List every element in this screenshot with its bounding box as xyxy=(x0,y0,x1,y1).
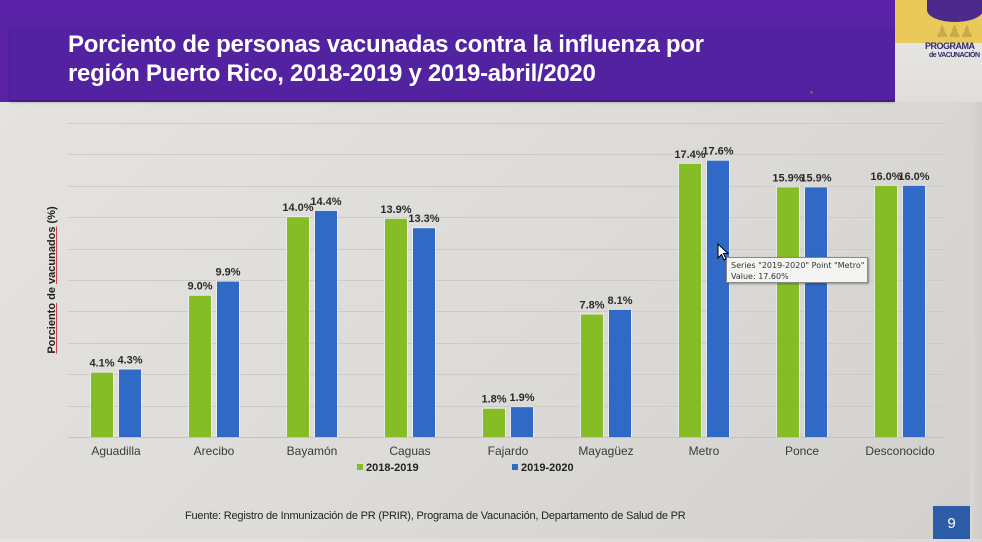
slide-title-line-2: región Puerto Rico, 2018-2019 y 2019-abr… xyxy=(68,60,596,87)
data-label: 7.8% xyxy=(579,300,604,312)
bar-2018-2019-Caguas[interactable] xyxy=(385,218,407,437)
bar-2019-2020-Aguadilla[interactable] xyxy=(119,369,141,437)
legend-item-2019-2020: 2019-2020 xyxy=(512,462,574,474)
data-label: 16.0% xyxy=(870,171,901,183)
x-tick-label: Aguadilla xyxy=(91,444,141,458)
bar-2018-2019-Aguadilla[interactable] xyxy=(91,372,113,437)
chart-tooltip: Series "2019-2020" Point "Metro" Value: … xyxy=(726,257,868,283)
bar-2019-2020-Bayamón[interactable] xyxy=(315,210,337,437)
tooltip-series-line: Series "2019-2020" Point "Metro" xyxy=(731,261,865,270)
data-label: 4.1% xyxy=(89,358,114,370)
y-axis-label-word-2: vacunados xyxy=(46,226,58,284)
data-label: 15.9% xyxy=(772,172,803,184)
data-label: 4.3% xyxy=(117,354,142,366)
x-tick-label: Ponce xyxy=(785,444,819,458)
logo-text-sub: de VACUNACIÓN xyxy=(929,52,980,59)
x-tick-label: Caguas xyxy=(389,444,430,458)
bar-2019-2020-Arecibo[interactable] xyxy=(217,281,239,437)
legend-label: 2018-2019 xyxy=(366,462,419,474)
bar-2018-2019-Ponce[interactable] xyxy=(777,187,799,437)
program-logo: ♟♟♟ PROGRAMA de VACUNACIÓN xyxy=(895,0,982,102)
bar-2019-2020-Desconocido[interactable] xyxy=(903,185,925,437)
bar-2018-2019-Bayamón[interactable] xyxy=(287,217,309,437)
title-bar xyxy=(10,30,895,100)
bar-2019-2020-Ponce[interactable] xyxy=(805,187,827,437)
x-tick-label: Bayamón xyxy=(287,444,338,458)
bar-2019-2020-Fajardo[interactable] xyxy=(511,407,533,437)
data-label: 15.9% xyxy=(800,172,831,184)
slide-edge xyxy=(970,102,982,539)
legend-item-2018-2019: 2018-2019 xyxy=(357,462,419,474)
logo-text-main: PROGRAMA xyxy=(925,41,975,51)
data-label: 14.0% xyxy=(282,202,313,214)
legend-label: 2019-2020 xyxy=(521,462,574,474)
header-band: Porciento de personas vacunadas contra l… xyxy=(0,0,895,102)
data-label: 14.4% xyxy=(310,196,341,208)
data-label: 1.8% xyxy=(481,394,506,406)
bar-2018-2019-Mayagüez[interactable] xyxy=(581,314,603,437)
data-label: 9.9% xyxy=(215,267,240,279)
source-note: Fuente: Registro de Inmunización de PR (… xyxy=(185,510,686,522)
x-tick-labels: Aguadilla Arecibo Bayamón Caguas Fajardo Maya… xyxy=(91,444,935,458)
data-labels: 4.1% 4.3% 9.0%9.9% 14.0%14.4% 13.9%13.3% 1.8%… xyxy=(89,146,929,406)
data-label: 16.0% xyxy=(898,171,929,183)
tooltip-value-line: Value: 17.60% xyxy=(731,272,789,281)
bars xyxy=(90,159,926,437)
x-tick-label: Metro xyxy=(689,444,720,458)
data-label: 13.9% xyxy=(380,204,411,216)
x-tick-label: Desconocido xyxy=(865,444,935,458)
data-label: 13.3% xyxy=(408,213,439,225)
y-axis-label: Porciento de vacunados (%) xyxy=(46,206,58,354)
mouse-cursor-icon xyxy=(717,243,730,261)
data-label: 17.6% xyxy=(702,146,733,158)
slide-title-line-1: Porciento de personas vacunadas contra l… xyxy=(68,31,704,58)
data-label: 9.0% xyxy=(187,281,212,293)
page-number: 9 xyxy=(933,506,970,539)
family-icon: ♟♟♟ xyxy=(935,24,974,41)
bar-2019-2020-Metro[interactable] xyxy=(707,160,729,437)
y-axis-label-word-1: Porciento xyxy=(46,302,58,354)
slide-title: Porciento de personas vacunadas contra l… xyxy=(68,30,868,88)
bar-2018-2019-Desconocido[interactable] xyxy=(875,185,897,437)
bar-2019-2020-Mayagüez[interactable] xyxy=(609,309,631,437)
bar-2019-2020-Caguas[interactable] xyxy=(413,228,435,437)
legend-swatch-blue xyxy=(512,464,518,470)
umbrella-icon xyxy=(927,0,982,22)
legend-swatch-green xyxy=(357,464,363,470)
data-label: 1.9% xyxy=(509,392,534,404)
x-tick-label: Mayagüez xyxy=(578,444,633,458)
x-tick-label: Fajardo xyxy=(488,444,529,458)
logo-text: PROGRAMA de VACUNACIÓN xyxy=(925,42,980,60)
bar-2018-2019-Arecibo[interactable] xyxy=(189,295,211,437)
bar-2018-2019-Metro[interactable] xyxy=(679,163,701,437)
data-label: 17.4% xyxy=(674,149,705,161)
data-label: 8.1% xyxy=(607,295,632,307)
bar-2018-2019-Fajardo[interactable] xyxy=(483,408,505,437)
x-tick-label: Arecibo xyxy=(194,444,235,458)
slide-mark: • xyxy=(810,88,813,97)
